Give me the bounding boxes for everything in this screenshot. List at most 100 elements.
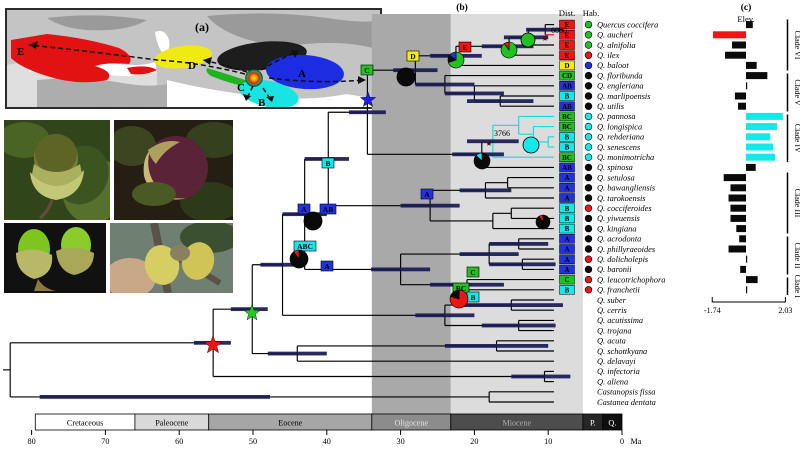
svg-text:AB: AB: [562, 164, 572, 172]
species-row: A Q. dolicholepis: [559, 254, 748, 264]
clade-label: Clade V: [793, 79, 800, 106]
habitat-dot: [584, 51, 593, 59]
species-row: BC Q. pannosa: [559, 111, 783, 122]
ancestral-state-pie: [447, 51, 465, 69]
species-row: BC Q. monimotricha: [559, 152, 776, 162]
ancestral-state-pie: [473, 152, 491, 170]
time-tick-label: 10: [544, 437, 552, 446]
ancestral-state-pie: [303, 211, 323, 231]
svg-text:Oligocene: Oligocene: [394, 419, 428, 428]
svg-text:A: A: [564, 174, 569, 182]
species-row: Q. suber: [597, 296, 627, 305]
elevation-bar: [746, 133, 771, 141]
habitat-dot: [584, 92, 593, 100]
acorn-photo-2: [114, 120, 233, 220]
species-row: Q. delavayi: [597, 357, 636, 366]
habitat-dot: [584, 204, 593, 212]
svg-text:Eocene: Eocene: [278, 419, 302, 428]
elevation-bar: [746, 255, 748, 263]
map-regions: [11, 34, 344, 109]
elevation-bar: [713, 31, 746, 39]
map-region-letter: D: [188, 60, 196, 72]
species-name: Q. setulosa: [597, 173, 635, 182]
map-region-letter: C: [237, 82, 245, 94]
habitat-dot: [584, 20, 593, 29]
clade-label: Clade IV: [793, 124, 800, 153]
dist-code-box: [559, 223, 575, 234]
species-row: A Q. bawangliensis: [559, 183, 746, 193]
time-tick-label: 0: [620, 437, 624, 446]
species-name: Q. kingiana: [597, 224, 637, 233]
species-name: Q. acutissima: [597, 316, 643, 325]
habitat-dot: [584, 286, 593, 294]
elevation-bar: [746, 82, 748, 90]
time-tick-label: 40: [323, 437, 331, 446]
species-name: Q. franchetii: [597, 286, 640, 295]
dist-code-box: [559, 121, 575, 132]
elevation-bar: [730, 204, 746, 212]
svg-text:B: B: [565, 133, 570, 141]
svg-text:B: B: [565, 286, 570, 294]
elevation-bar: [746, 72, 768, 80]
species-name: Q. bawangliensis: [597, 184, 655, 193]
dist-code-box: [559, 111, 575, 122]
habitat-dot: [584, 143, 593, 151]
species-row: B Q. kingiana: [559, 223, 746, 234]
species-row: A Q. acrodonta: [559, 234, 746, 244]
svg-text:B: B: [565, 144, 570, 152]
time-unit-label: Ma: [631, 437, 642, 446]
dist-code-box: [559, 213, 575, 224]
habitat-dot: [584, 82, 593, 90]
species-name: Q. baronii: [597, 265, 632, 274]
svg-text:B: B: [565, 215, 570, 223]
species-name: Q. yiwuensis: [597, 214, 640, 223]
dist-code-box: [559, 60, 575, 71]
species-row: AB Q. utilis: [559, 101, 746, 111]
species-name: Castanopsis fissa: [597, 388, 655, 397]
habitat-dot: [584, 194, 593, 202]
region-E-mediterranean: [11, 34, 131, 83]
svg-text:A: A: [564, 256, 569, 264]
map-region-letter: B: [258, 97, 266, 107]
dist-code-box: [559, 30, 575, 40]
elevation-bar: [746, 153, 776, 161]
species-name: Q. leucotrichophora: [597, 275, 665, 284]
ancestral-state-pie: [449, 289, 469, 309]
species-row: Q. acutissima: [597, 316, 643, 325]
dist-code-box: [559, 19, 575, 30]
elevation-bar: [738, 102, 746, 110]
species-row: BC Q. longispica: [559, 121, 778, 132]
svg-text:E: E: [462, 43, 467, 52]
species-row: E Q. ilex: [559, 50, 746, 60]
species-name: Q. marlipoensis: [597, 92, 651, 101]
calibration-star: [243, 303, 261, 321]
svg-text:BC: BC: [562, 113, 572, 121]
species-name: Q. floribunda: [597, 71, 643, 80]
dist-code-box: [559, 285, 575, 295]
svg-text:C: C: [564, 276, 569, 284]
habitat-dot: [584, 235, 593, 243]
time-tick-label: 60: [175, 437, 183, 446]
svg-text:Miocene: Miocene: [503, 419, 532, 428]
map-labels: (a) E D C A B: [17, 20, 306, 109]
svg-text:A: A: [301, 205, 307, 214]
dist-code-box: [559, 203, 575, 213]
eurasia-map: (a) E D C A B: [7, 10, 380, 109]
elevation-bar: [723, 174, 746, 182]
species-row: B Q. rehderiana: [559, 132, 771, 142]
ancestral-area-box: [466, 266, 480, 278]
elevation-annotation: 3766: [494, 129, 510, 138]
species-name: Q. baloot: [597, 61, 629, 70]
svg-text:B: B: [470, 293, 475, 302]
svg-text:E: E: [565, 31, 570, 39]
habitat-dot: [584, 122, 593, 131]
svg-text:AB: AB: [323, 205, 333, 214]
svg-text:E: E: [565, 42, 570, 50]
svg-text:A: A: [564, 266, 569, 274]
clade-label: Clade I: [793, 275, 800, 299]
dist-code-box: [559, 70, 575, 81]
panel-a-label: (a): [195, 20, 209, 34]
svg-text:E: E: [565, 21, 570, 29]
origin-circle: [245, 69, 263, 87]
species-row: E Quercus coccifera: [559, 19, 753, 30]
